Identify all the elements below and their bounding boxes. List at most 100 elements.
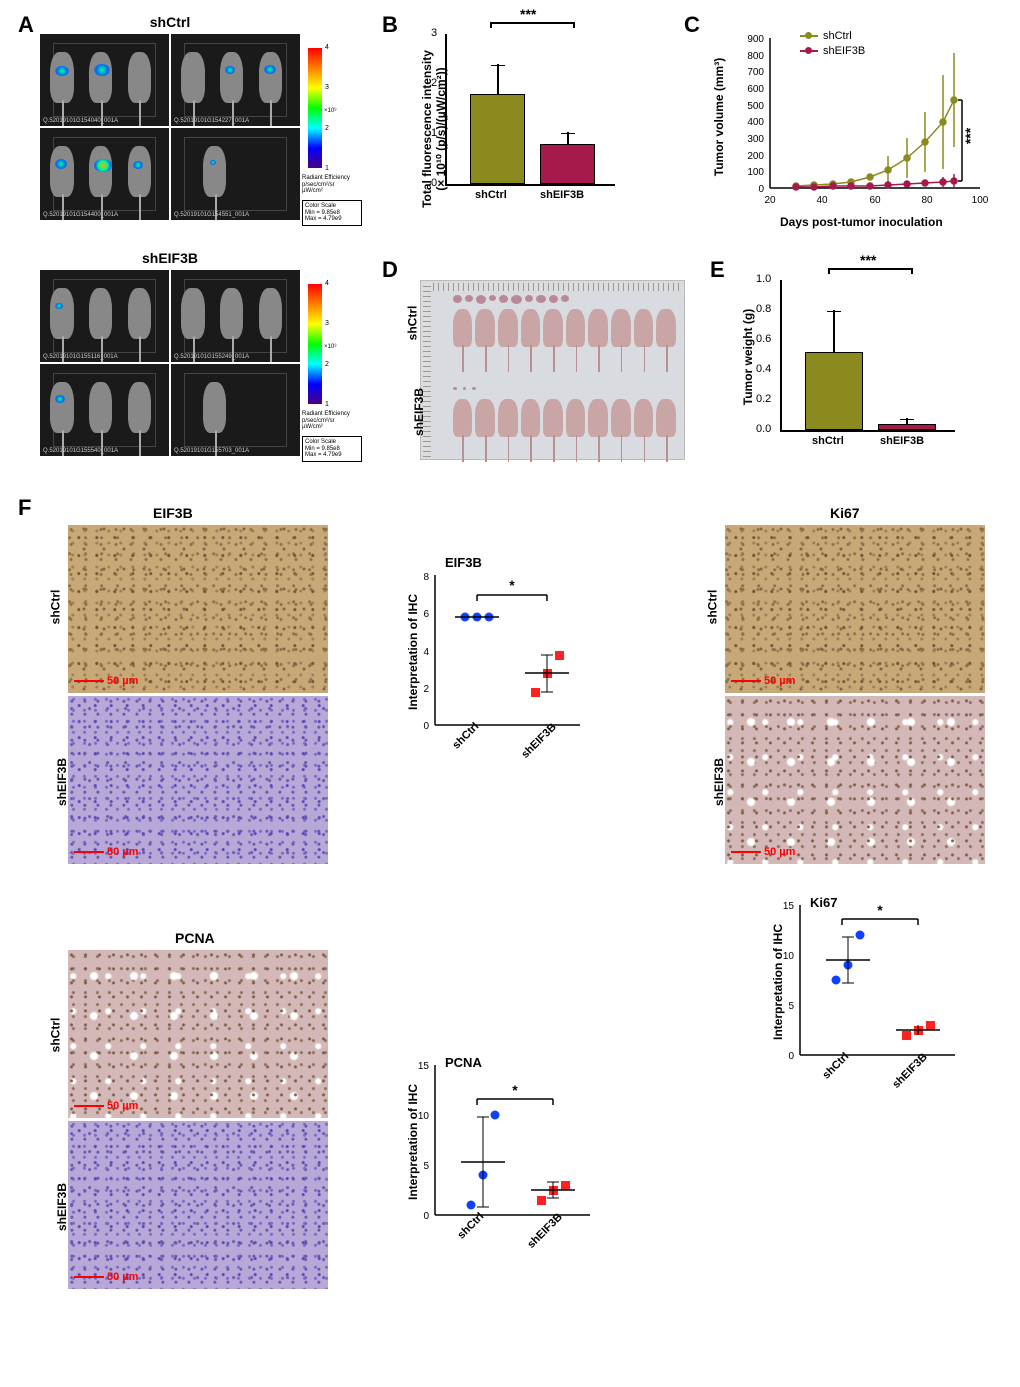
- mouse-cell: Q.52019101G155703_001A: [171, 364, 300, 456]
- svg-text:800: 800: [747, 51, 764, 62]
- row-label-shctrl-D: shCtrl: [405, 306, 419, 341]
- row-sheif3b-eif3b: shEIF3B: [55, 758, 69, 806]
- ihc-eif3b-sheif3b: 50 µm: [68, 696, 328, 864]
- sig-E: ***: [860, 252, 876, 268]
- svg-text:2: 2: [423, 684, 429, 695]
- svg-text:40: 40: [816, 195, 828, 206]
- group-title-shctrl-A: shCtrl: [120, 14, 220, 30]
- ihc-pcna-shctrl: 50 µm: [68, 950, 328, 1118]
- panel-label-C: C: [684, 12, 700, 38]
- row-shctrl-eif3b: shCtrl: [48, 590, 62, 625]
- row-label-sheif3b-D: shEIF3B: [412, 388, 426, 436]
- mouse-cell: Q.52019101G155116_001A: [40, 270, 169, 362]
- ylabel-E: Tumor weight (g): [741, 309, 755, 405]
- marker-PCNA: PCNA: [175, 930, 215, 946]
- bar-chart-B: 0 1 2 3 shCtrl shEIF3B ***: [445, 34, 635, 209]
- mouse-cell: Q.52019101G154400_001A: [40, 128, 169, 220]
- scatter-EIF3B: 02 468 * shCtrl shEIF3B: [405, 565, 605, 790]
- mouse-cell: Q.52019101G154227_001A: [171, 34, 300, 126]
- svg-text:*: *: [512, 1082, 518, 1098]
- svg-text:20: 20: [764, 195, 776, 206]
- svg-text:300: 300: [747, 134, 764, 145]
- scatter-title-Ki67: Ki67: [810, 895, 837, 910]
- mouse-cell: Q.52019101G154551_001A: [171, 128, 300, 220]
- legend-sheif3b: shEIF3B: [800, 45, 865, 57]
- scale-bar: 50 µm: [74, 1100, 138, 1112]
- marker-EIF3B: EIF3B: [153, 505, 193, 521]
- photo-D: [420, 280, 685, 460]
- ihc-eif3b-shctrl: 50 µm: [68, 525, 328, 693]
- xtick-shctrl-E: shCtrl: [812, 435, 844, 447]
- colorbar-exp: ×10⁹: [324, 108, 337, 115]
- svg-text:0: 0: [788, 1051, 794, 1062]
- ylabel-B: Total fluorescence intensity (× 10¹⁰ (p/…: [420, 50, 448, 208]
- svg-text:100: 100: [747, 167, 764, 178]
- bar-chart-E: 0.0 0.2 0.4 0.6 0.8 1.0 shCtrl shEIF3B *…: [780, 280, 980, 455]
- row-shctrl-ki67: shCtrl: [705, 590, 719, 625]
- bar-shctrl-E: [805, 352, 863, 430]
- svg-text:0: 0: [423, 1211, 429, 1222]
- colorbar-shctrl: [308, 48, 322, 168]
- xtick-sheif3b-E: shEIF3B: [880, 435, 924, 447]
- xlabel-C: Days post-tumor inoculation: [780, 215, 943, 229]
- ihc-ki67-sheif3b: 50 µm: [725, 696, 985, 864]
- scatter-PCNA: 05 1015 * shCtrl shEIF3B: [405, 1055, 615, 1280]
- svg-text:100: 100: [972, 195, 989, 206]
- sig-B: ***: [520, 6, 536, 22]
- sig-C: ***: [962, 128, 978, 144]
- panel-label-F: F: [18, 495, 31, 521]
- svg-text:500: 500: [747, 101, 764, 112]
- svg-text:80: 80: [921, 195, 933, 206]
- svg-text:400: 400: [747, 117, 764, 128]
- row-sheif3b-pcna: shEIF3B: [55, 1183, 69, 1231]
- scatter-title-PCNA: PCNA: [445, 1055, 482, 1070]
- ylabel-scatter-EIF3B: Interpretation of IHC: [406, 594, 420, 710]
- svg-text:15: 15: [418, 1061, 430, 1072]
- svg-text:0: 0: [758, 184, 764, 195]
- svg-text:900: 900: [747, 34, 764, 45]
- scale-bar: 50 µm: [731, 675, 795, 687]
- panel-label-A: A: [18, 12, 34, 38]
- legend-shctrl: shCtrl: [800, 30, 852, 42]
- svg-text:*: *: [509, 577, 515, 593]
- colorscale-box2: Color Scale Min = 9.85e8 Max = 4.79e9: [302, 436, 362, 462]
- svg-text:*: *: [877, 902, 883, 918]
- scatter-Ki67: 05 1015 * shCtrl shEIF3B: [770, 895, 980, 1120]
- mouse-cell: Q.52019101G155249_001A: [171, 270, 300, 362]
- mouse-cell: Q.52019101G154040_001A: [40, 34, 169, 126]
- scale-bar: 50 µm: [74, 846, 138, 858]
- scale-bar: 50 µm: [74, 1271, 138, 1283]
- mouse-cell: Q.52019101G155540_001A: [40, 364, 169, 456]
- row-shctrl-pcna: shCtrl: [48, 1018, 62, 1053]
- svg-text:15: 15: [783, 901, 795, 912]
- xtick-shctrl-B: shCtrl: [475, 189, 507, 201]
- svg-text:0: 0: [423, 721, 429, 732]
- svg-text:6: 6: [423, 609, 429, 620]
- marker-Ki67: Ki67: [830, 505, 860, 521]
- panel-label-D: D: [382, 257, 398, 283]
- colorbar-exp2: ×10⁹: [324, 344, 337, 351]
- xtick-sheif3b-B: shEIF3B: [540, 189, 584, 201]
- svg-text:600: 600: [747, 84, 764, 95]
- scatter-title-EIF3B: EIF3B: [445, 555, 482, 570]
- bar-shctrl: [470, 94, 525, 184]
- svg-text:60: 60: [869, 195, 881, 206]
- svg-text:200: 200: [747, 151, 764, 162]
- colorbar-caption2: Radiant Efficiency p/sec/cm²/sr µW/cm²: [302, 411, 350, 431]
- panel-label-E: E: [710, 257, 725, 283]
- ylabel-scatter-PCNA: Interpretation of IHC: [406, 1084, 420, 1200]
- ylabel-C: Tumor volume (mm³): [712, 58, 726, 176]
- ihc-pcna-sheif3b: 50 µm: [68, 1121, 328, 1289]
- mouse-grid-shctrl: Q.52019101G154040_001A Q.52019101G154227…: [40, 34, 300, 220]
- svg-text:8: 8: [423, 572, 429, 583]
- colorscale-box: Color Scale Min = 9.85e8 Max = 4.79e9: [302, 200, 362, 226]
- panel-label-B: B: [382, 12, 398, 38]
- group-title-sheif3b-A: shEIF3B: [120, 250, 220, 266]
- bar-sheif3b-E: [878, 424, 936, 430]
- ylabel-scatter-Ki67: Interpretation of IHC: [771, 924, 785, 1040]
- svg-text:5: 5: [423, 1161, 429, 1172]
- svg-text:5: 5: [788, 1001, 794, 1012]
- colorbar-caption: Radiant Efficiency p/sec/cm²/sr µW/cm²: [302, 175, 350, 195]
- row-sheif3b-ki67: shEIF3B: [712, 758, 726, 806]
- svg-text:700: 700: [747, 67, 764, 78]
